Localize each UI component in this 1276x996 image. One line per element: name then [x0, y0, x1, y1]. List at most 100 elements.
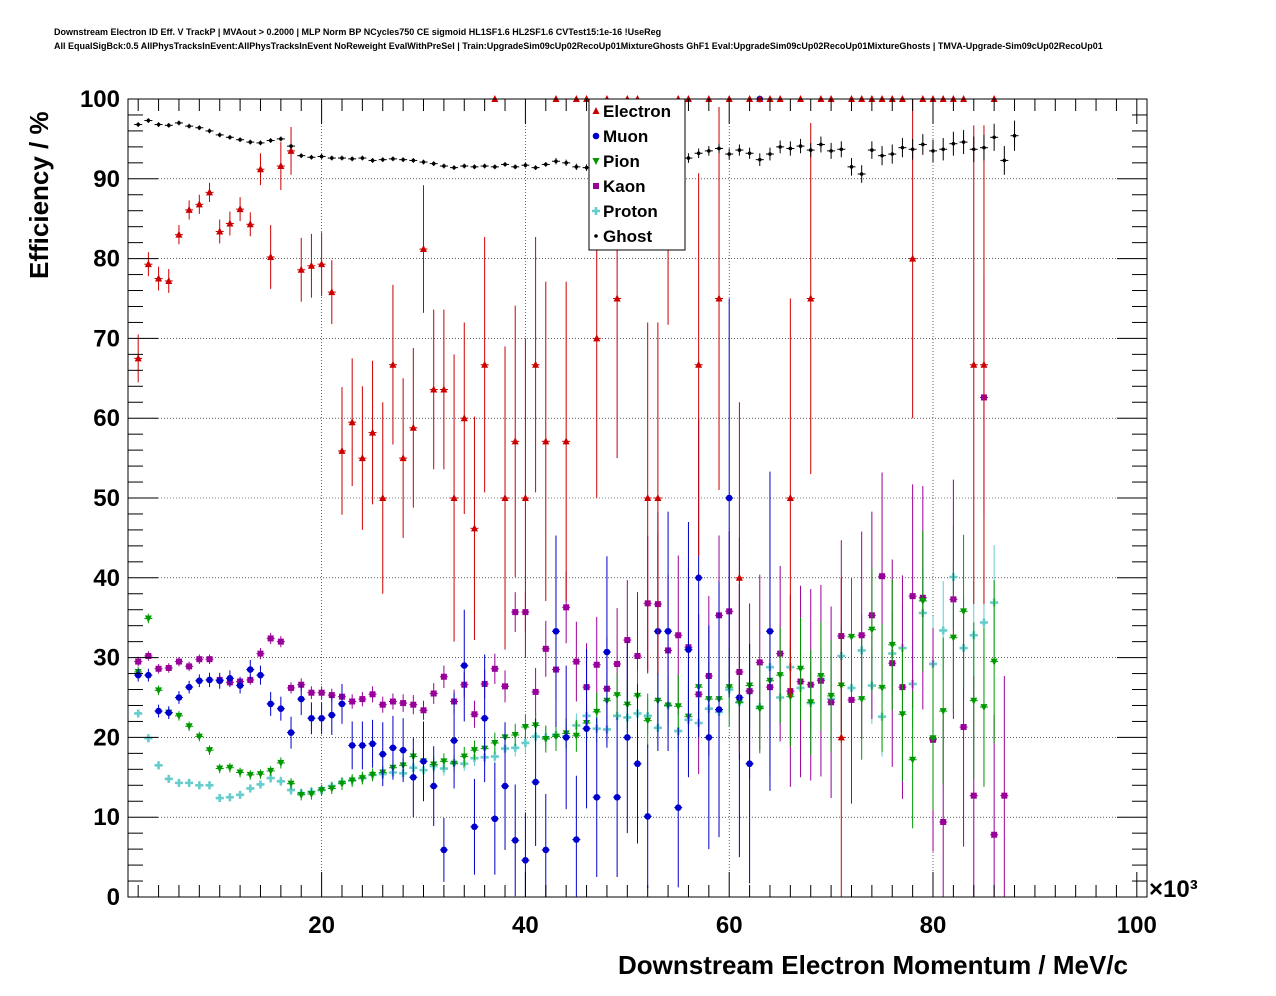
x-tick-label: 40 [512, 912, 539, 939]
marker [624, 637, 631, 644]
marker [155, 707, 162, 715]
marker [266, 774, 275, 783]
pion-point [205, 745, 214, 755]
marker [511, 437, 519, 445]
marker [430, 690, 437, 697]
marker [890, 152, 895, 156]
kaon-point [185, 661, 194, 672]
marker [593, 661, 600, 668]
marker [391, 157, 395, 161]
marker [338, 700, 346, 708]
marker [727, 152, 732, 156]
y-tick-label: 30 [93, 645, 120, 672]
electron-point [531, 237, 540, 493]
marker [879, 573, 886, 580]
ghost-point [908, 138, 917, 160]
ghost-point [694, 148, 703, 159]
marker [797, 665, 805, 673]
muon-point [205, 672, 214, 688]
muon-point [582, 648, 591, 809]
marker [675, 632, 682, 639]
marker [674, 703, 682, 711]
muon-point [307, 702, 316, 735]
marker [490, 752, 499, 761]
marker [276, 777, 285, 786]
marker [380, 157, 385, 162]
marker [369, 428, 377, 436]
muon-point [704, 625, 713, 850]
electron-point [419, 185, 428, 313]
legend-label: Muon [603, 127, 648, 146]
ghost-point [154, 122, 163, 127]
electron-point [429, 309, 438, 470]
marker [614, 660, 621, 667]
electron-point [144, 252, 153, 277]
pion-point [521, 715, 530, 739]
marker [644, 494, 652, 501]
electron-point [225, 211, 234, 236]
marker [236, 682, 244, 689]
kaon-point [419, 700, 428, 720]
marker [880, 153, 884, 158]
marker [961, 140, 966, 144]
marker [369, 691, 376, 698]
ghost-point [531, 165, 540, 171]
legend-label: Ghost [603, 227, 652, 246]
pion-point [337, 777, 346, 791]
ghost-point [174, 120, 183, 126]
marker [980, 360, 988, 368]
marker [358, 454, 366, 462]
ghost-point [480, 163, 489, 169]
muon-point [337, 683, 346, 724]
electron-point [195, 194, 204, 214]
proton-point [195, 781, 204, 790]
muon-point [317, 702, 326, 735]
marker [1002, 158, 1007, 163]
marker [460, 662, 468, 669]
electron-point [256, 153, 265, 186]
marker [257, 671, 264, 679]
marker [951, 141, 956, 146]
kaon-point [266, 632, 275, 645]
marker [256, 165, 264, 173]
muon-point [765, 471, 774, 791]
chart-title-line-1: Downstream Electron ID Eff. V TrackP | M… [54, 27, 662, 37]
marker [165, 709, 173, 716]
marker [532, 688, 539, 695]
marker [145, 671, 152, 679]
pion-point [776, 627, 785, 724]
pion-point [929, 666, 938, 811]
marker [258, 141, 263, 145]
ghost-point [755, 153, 764, 167]
electron-point [327, 260, 336, 325]
marker [807, 294, 815, 302]
kaon-point [154, 663, 163, 674]
muon-point [236, 677, 245, 694]
x-tick-label: 80 [920, 912, 947, 939]
muon-point [266, 691, 275, 716]
electron-point [786, 298, 795, 698]
ghost-point [368, 158, 377, 163]
marker [228, 135, 232, 140]
kaon-point [164, 663, 173, 673]
marker [155, 274, 163, 282]
marker [248, 140, 253, 144]
legend-entry-ghost: Ghost [594, 227, 652, 246]
marker [226, 675, 234, 682]
muon-point [460, 609, 469, 722]
electron-point [185, 200, 194, 220]
marker [735, 573, 743, 581]
electron-point [266, 225, 275, 289]
ghost-point [827, 142, 836, 159]
marker [156, 122, 161, 127]
ghost-point [307, 154, 316, 160]
marker [340, 156, 344, 160]
proton-point [236, 790, 245, 799]
electron-point [541, 281, 550, 601]
marker [798, 144, 803, 148]
electron-point [837, 577, 846, 897]
legend-label: Kaon [603, 177, 646, 196]
marker [542, 735, 550, 743]
marker [960, 724, 967, 731]
marker [196, 656, 203, 663]
